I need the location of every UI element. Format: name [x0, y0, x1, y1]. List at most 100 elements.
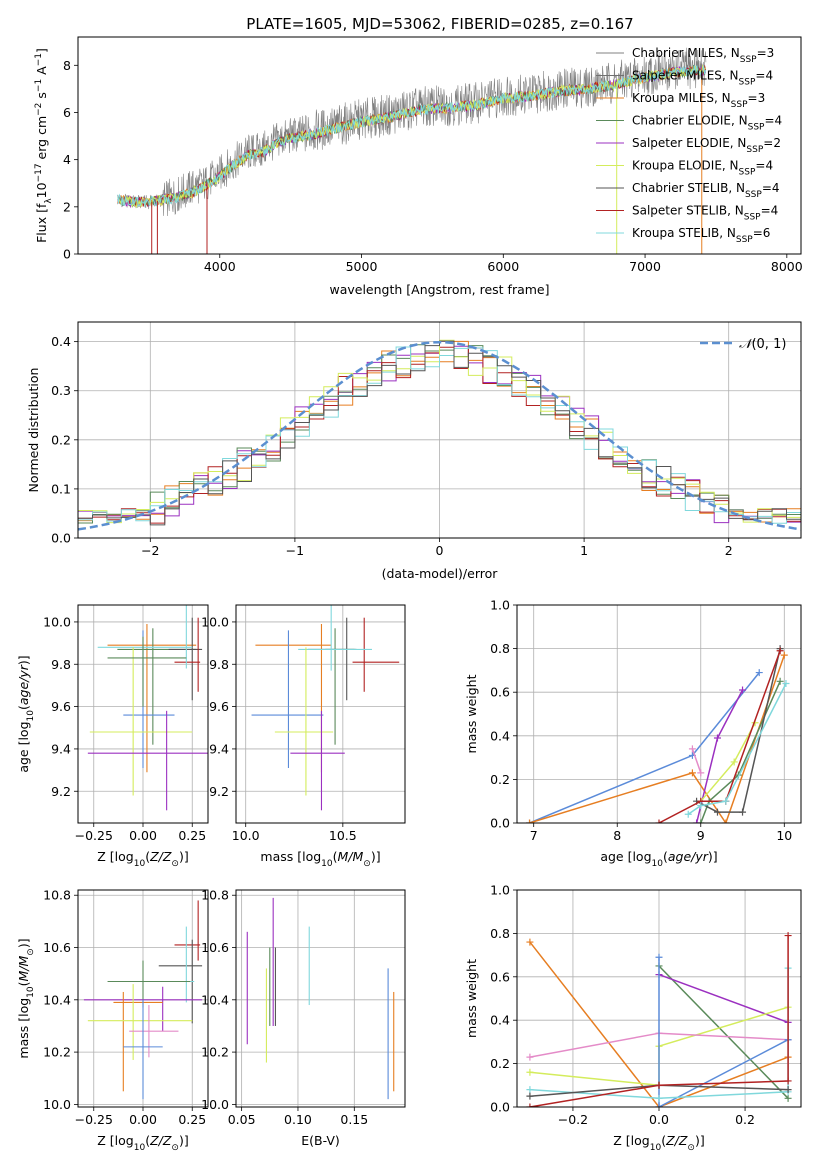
x-tick-label: −0.25 [75, 1112, 113, 1127]
y-tick-label: 1.0 [490, 598, 510, 613]
y-tick-label: 0.3 [51, 383, 71, 398]
x-tick-label: 10 [776, 828, 792, 843]
mass-weight-marker [688, 769, 696, 777]
y-tick-label: 8 [63, 58, 71, 73]
mass-weight-line [658, 973, 789, 1024]
legend-label: 𝒩(0, 1) [739, 337, 786, 352]
x-tick-label: −1 [286, 543, 304, 558]
y-tick-label: 10.4 [201, 992, 229, 1007]
spectrum-legend: Chabrier MILES, NSSP=3 Salpeter MILES, NS… [596, 46, 782, 245]
mass-weight-marker [526, 1103, 534, 1107]
x-tick-label: 10.0 [232, 828, 260, 843]
mass-weight-marker [526, 1092, 534, 1100]
age-vs-z-axes: −0.25 0.00 0.25 9.2 9.4 9.6 9.8 10.0 [43, 605, 208, 843]
mass-weight-marker [526, 819, 534, 823]
mass-weight-marker [526, 1086, 534, 1094]
mass-weight-marker [655, 953, 663, 961]
y-tick-label: 10.6 [201, 940, 229, 955]
mass-weight-marker [755, 669, 763, 677]
y-tick-label: 0.4 [490, 728, 510, 743]
mass-weight-marker [655, 1103, 663, 1107]
mass-vs-ebv-x-label: E(B-V) [301, 1133, 340, 1148]
mass-vs-z-y-label: mass [log10(M/M⊙)] [16, 938, 36, 1058]
mass-weight-line [529, 672, 760, 823]
y-tick-label: 10.6 [43, 940, 71, 955]
age-vs-mass-axes: 10.0 10.5 9.2 9.4 9.6 9.8 10.0 [201, 605, 405, 843]
mass-weight-marker [697, 802, 705, 810]
y-tick-label: 6 [63, 105, 71, 120]
mass-weight-line [658, 957, 789, 1107]
residuals-frame [77, 321, 802, 539]
x-tick-label: 0.25 [178, 1112, 206, 1127]
mass-weight-marker [713, 734, 721, 742]
mass-vs-ebv-axes: 0.05 0.10 0.15 10.0 10.2 10.4 10.6 10.8 [201, 888, 405, 1127]
x-tick-label: −0.2 [558, 1112, 588, 1127]
y-tick-label: 0.0 [490, 1100, 510, 1115]
model-spectrum-line [117, 65, 706, 209]
x-tick-label: 0.25 [178, 828, 206, 843]
x-tick-label: 4000 [204, 259, 236, 274]
weight-vs-age-y-label: mass weight [464, 674, 479, 753]
mass-weight-marker [784, 1077, 792, 1085]
legend-label: Salpeter STELIB, NSSP=4 [632, 204, 778, 223]
mass-weight-line [700, 680, 781, 823]
mass-weight-marker [697, 819, 705, 823]
x-tick-label: −2 [141, 543, 159, 558]
mass-vs-z-x-label: Z [log10(Z/Z⊙)] [97, 1133, 188, 1153]
mass-weight-marker [722, 797, 730, 805]
model-spectrum-line [117, 65, 706, 209]
y-tick-label: 2 [63, 199, 71, 214]
mass-vs-z-axes: −0.25 0.00 0.25 10.0 10.2 10.4 10.6 10.8 [43, 888, 208, 1127]
mass-weight-line [691, 748, 702, 774]
mass-weight-marker [780, 651, 788, 659]
mass-weight-marker [655, 1081, 663, 1089]
y-tick-label: 0.6 [490, 969, 510, 984]
y-tick-label: 0.2 [490, 1056, 510, 1071]
weight-vs-age-frame [516, 604, 802, 824]
residual-histogram [78, 340, 801, 538]
y-tick-label: 9.8 [209, 657, 229, 672]
mass-weight-line [529, 941, 789, 1107]
y-tick-label: 1.0 [490, 883, 510, 898]
residuals-x-label: (data-model)/error [382, 566, 499, 581]
age-vs-z-y-label: age [log10(age/yr)] [16, 655, 36, 772]
x-tick-label: 0.00 [129, 828, 157, 843]
y-tick-label: 9.6 [51, 699, 71, 714]
y-tick-label: 10.2 [43, 1045, 71, 1060]
legend-label: Kroupa STELIB, NSSP=6 [632, 226, 770, 245]
mass-weight-marker [713, 808, 721, 816]
mass-vs-z-frame [77, 889, 209, 1108]
x-tick-label: 0 [436, 543, 444, 558]
legend-label: Kroupa MILES, NSSP=3 [632, 91, 765, 110]
residuals-plot [78, 339, 801, 538]
y-tick-label: 0.1 [51, 481, 71, 496]
mass-weight-marker [697, 769, 705, 777]
x-tick-label: 0.15 [340, 1112, 368, 1127]
weight-vs-age-x-label: age [log10(age/yr)] [600, 849, 717, 869]
mass-weight-marker [739, 808, 747, 816]
mass-weight-marker [782, 679, 790, 687]
normal-curve [78, 340, 801, 531]
mass-weight-marker [739, 686, 747, 694]
x-tick-label: 7 [530, 828, 538, 843]
y-tick-label: 0 [63, 247, 71, 262]
age-vs-mass-plot [251, 605, 400, 811]
x-tick-label: 5000 [346, 259, 378, 274]
y-tick-label: 9.6 [209, 699, 229, 714]
age-vs-mass-x-label: mass [log10(M/M⊙)] [260, 849, 380, 869]
mass-weight-line [658, 965, 789, 1099]
x-tick-label: 1 [580, 543, 588, 558]
spectrum-frame [77, 36, 802, 255]
y-tick-label: 10.2 [201, 1045, 229, 1060]
y-tick-label: 9.2 [51, 784, 71, 799]
y-tick-label: 9.4 [51, 741, 71, 756]
mass-weight-marker [730, 758, 738, 766]
spectrum-plot [117, 47, 707, 254]
y-tick-label: 10.8 [43, 888, 71, 903]
x-tick-label: 0.10 [284, 1112, 312, 1127]
y-tick-label: 0.0 [51, 531, 71, 546]
mass-weight-marker [776, 647, 784, 655]
y-tick-label: 10.8 [201, 888, 229, 903]
spectrum-axes: 4000 5000 6000 7000 8000 0 2 4 6 8 [63, 58, 803, 274]
